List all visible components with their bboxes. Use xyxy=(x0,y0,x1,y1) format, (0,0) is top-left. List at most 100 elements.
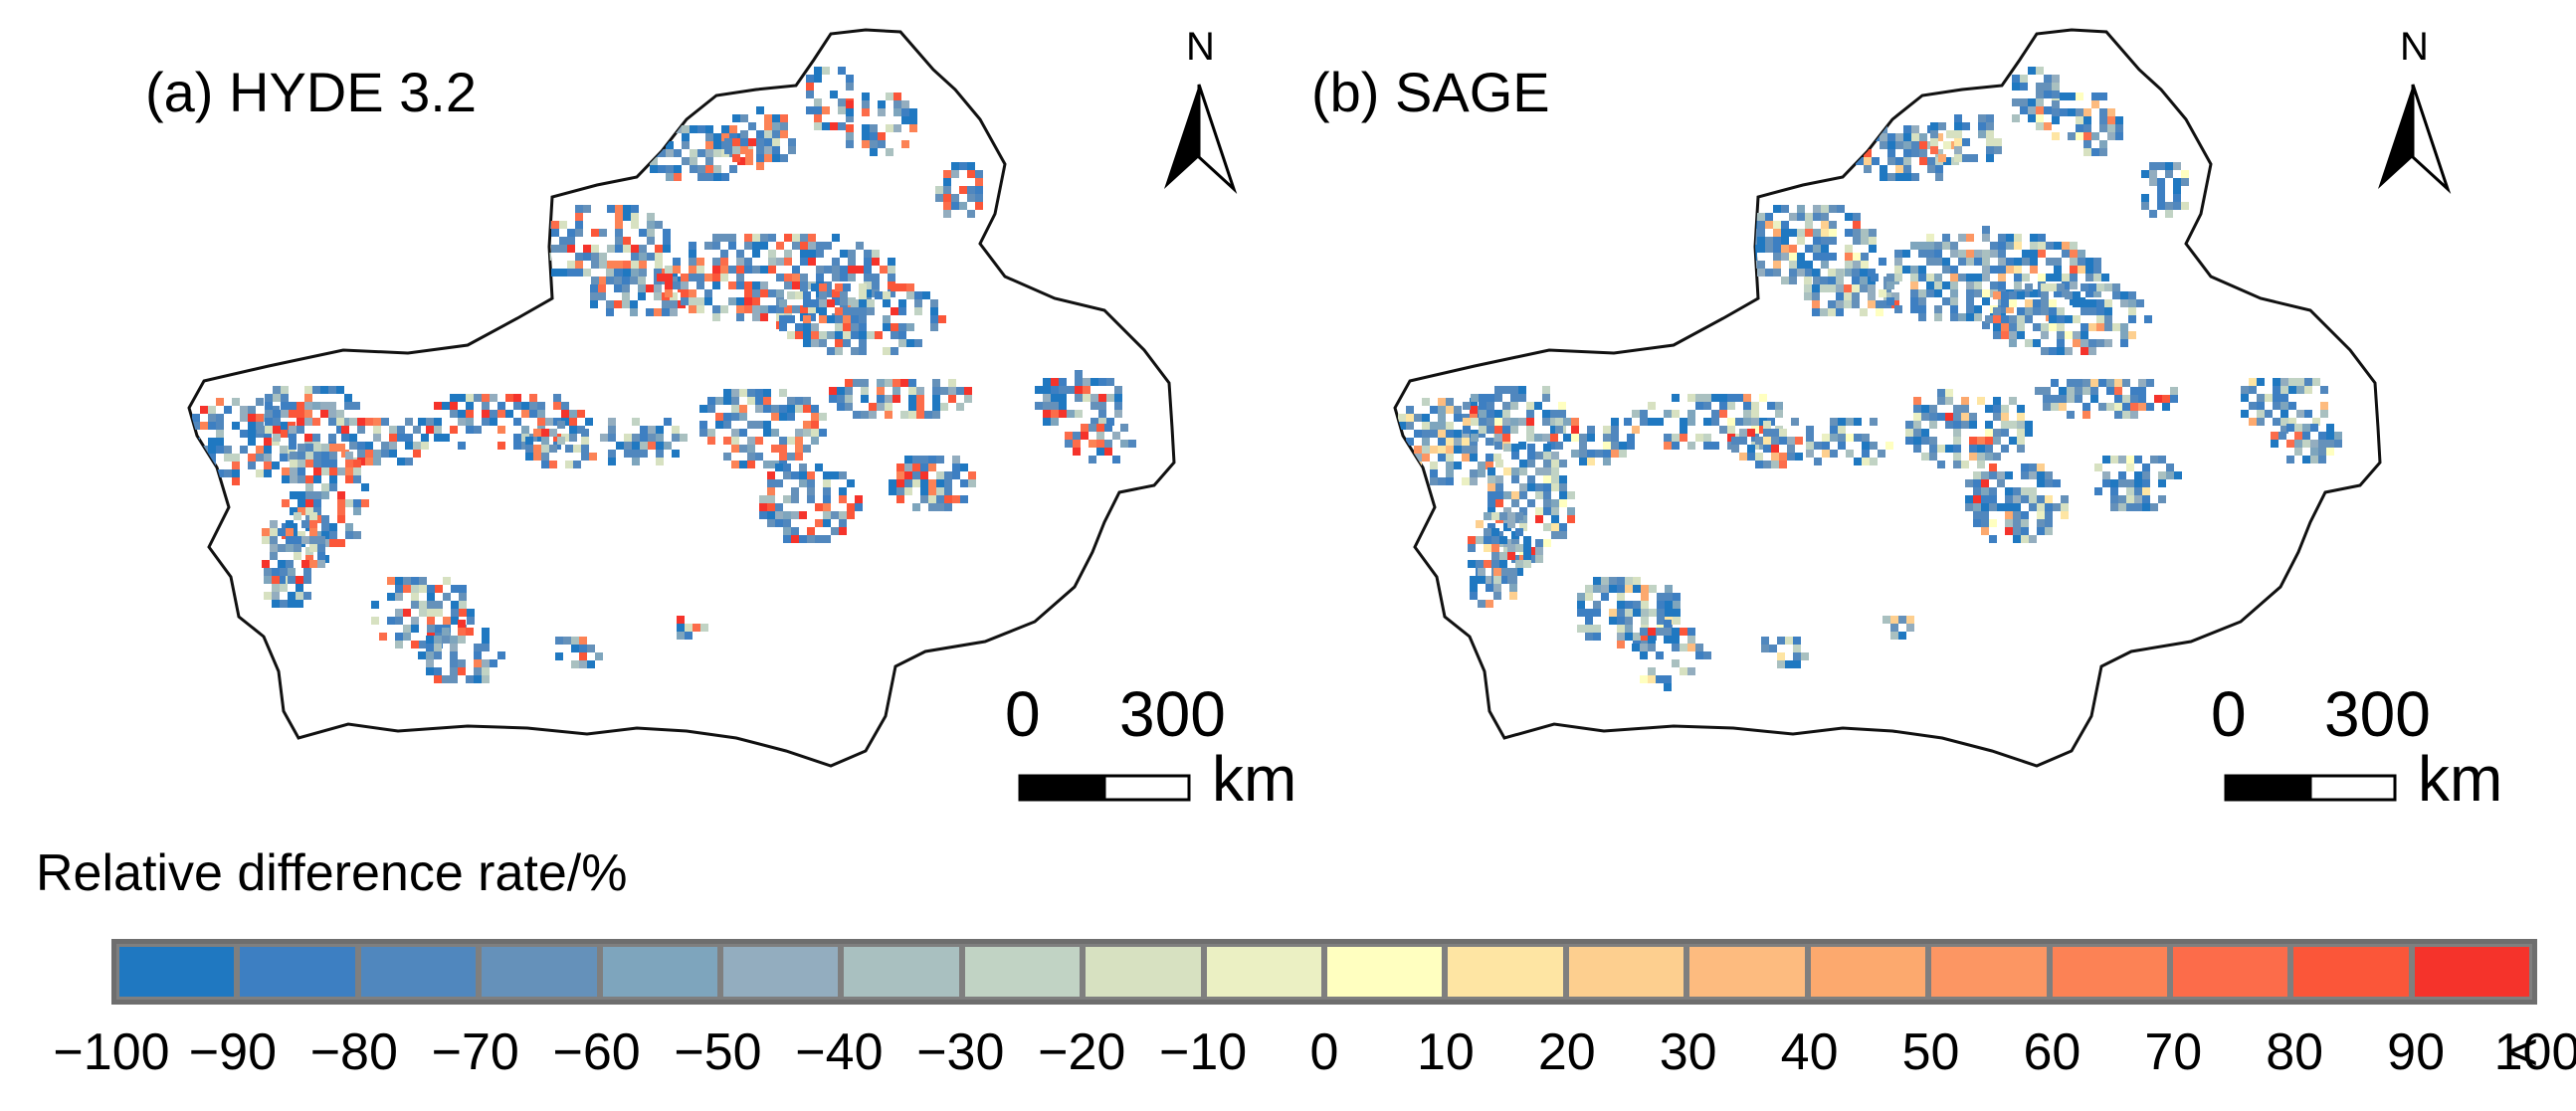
difference-cell xyxy=(822,122,830,130)
difference-cell xyxy=(1585,593,1593,601)
difference-cell xyxy=(1950,313,1958,321)
difference-cell xyxy=(898,339,906,347)
difference-cell xyxy=(525,437,533,445)
difference-cell xyxy=(2286,440,2294,448)
difference-cell xyxy=(248,454,256,462)
difference-cell xyxy=(490,394,497,402)
difference-cell xyxy=(2122,411,2130,419)
difference-cell xyxy=(1805,261,1813,269)
difference-cell xyxy=(2030,266,2038,274)
difference-cell xyxy=(1911,125,1919,133)
difference-cell xyxy=(840,289,848,297)
difference-cell xyxy=(1998,274,2006,281)
difference-cell xyxy=(792,266,800,274)
difference-cell xyxy=(289,434,297,442)
difference-cell xyxy=(1543,444,1551,452)
difference-cell xyxy=(1601,577,1609,585)
difference-cell xyxy=(654,292,662,300)
difference-cell xyxy=(1543,475,1551,483)
difference-cell xyxy=(2046,258,2054,266)
difference-cell xyxy=(208,406,216,414)
difference-cell xyxy=(1640,651,1648,659)
difference-cell xyxy=(1743,410,1751,418)
difference-cell xyxy=(1978,114,1986,122)
difference-cell xyxy=(816,274,824,281)
difference-cell xyxy=(1943,141,1951,149)
difference-cell xyxy=(1680,667,1687,675)
difference-cell xyxy=(1059,386,1067,394)
difference-cell xyxy=(304,386,312,394)
difference-cell xyxy=(732,138,740,146)
difference-cell xyxy=(1868,284,1876,292)
difference-cell xyxy=(1998,305,2006,313)
difference-cell xyxy=(2033,339,2041,347)
difference-cell xyxy=(1446,430,1454,438)
difference-cell xyxy=(964,395,972,403)
difference-cell xyxy=(1527,475,1535,483)
difference-cell xyxy=(697,173,705,181)
difference-cell xyxy=(1966,289,1974,297)
difference-cell xyxy=(288,592,296,600)
difference-cell xyxy=(861,395,869,403)
difference-cell xyxy=(1398,422,1406,430)
difference-cell xyxy=(670,300,678,308)
difference-cell xyxy=(838,67,846,75)
difference-cell xyxy=(1918,289,1926,297)
difference-cell xyxy=(281,394,289,402)
difference-cell xyxy=(930,315,938,323)
difference-cell xyxy=(1695,402,1703,410)
difference-cell xyxy=(2009,315,2017,323)
difference-cell xyxy=(1830,450,1838,458)
difference-cell xyxy=(2104,307,2112,315)
difference-cell xyxy=(1903,149,1911,157)
difference-cell xyxy=(2122,379,2130,387)
difference-cell xyxy=(808,242,816,250)
difference-cell xyxy=(2128,315,2136,323)
difference-cell xyxy=(1966,297,1974,305)
difference-cell xyxy=(2041,331,2049,339)
difference-cell xyxy=(909,108,917,116)
difference-cell xyxy=(2045,495,2053,503)
difference-cell xyxy=(1395,438,1398,446)
difference-cell xyxy=(787,397,795,405)
difference-cell xyxy=(2078,266,2085,274)
difference-cell xyxy=(1680,426,1687,434)
difference-cell xyxy=(614,284,622,292)
difference-cell xyxy=(608,458,616,465)
difference-cell xyxy=(1664,442,1672,450)
difference-cell xyxy=(696,266,704,274)
difference-cell xyxy=(712,258,720,266)
difference-cell xyxy=(2142,503,2150,511)
difference-cell xyxy=(2106,379,2114,387)
difference-cell xyxy=(305,499,313,507)
difference-cell xyxy=(466,394,474,402)
difference-cell xyxy=(1641,609,1649,617)
difference-cell xyxy=(631,253,639,261)
difference-cell xyxy=(720,234,728,242)
difference-cell xyxy=(1526,434,1534,442)
difference-cell xyxy=(1985,429,1993,437)
difference-cell xyxy=(952,495,960,503)
legend-title: Relative difference rate/% xyxy=(36,844,628,902)
difference-cell xyxy=(1781,253,1789,261)
difference-cell xyxy=(1822,442,1830,450)
difference-cell xyxy=(747,421,755,429)
difference-cell xyxy=(1672,394,1680,402)
legend-swatch xyxy=(2052,947,2167,997)
difference-cell xyxy=(1633,609,1641,617)
difference-cell xyxy=(779,315,787,323)
difference-cell xyxy=(337,515,345,523)
difference-cell xyxy=(2014,274,2022,281)
difference-cell xyxy=(763,397,771,405)
difference-cell xyxy=(1982,234,1990,242)
difference-cell xyxy=(666,165,674,173)
difference-cell xyxy=(699,405,707,413)
difference-cell xyxy=(1856,157,1864,165)
difference-cell xyxy=(2049,323,2057,331)
difference-cell xyxy=(1579,450,1587,458)
difference-cell xyxy=(795,429,803,437)
difference-cell xyxy=(1478,576,1486,584)
difference-cell xyxy=(304,418,312,426)
difference-cell xyxy=(1603,458,1611,465)
difference-cell xyxy=(2013,487,2021,495)
